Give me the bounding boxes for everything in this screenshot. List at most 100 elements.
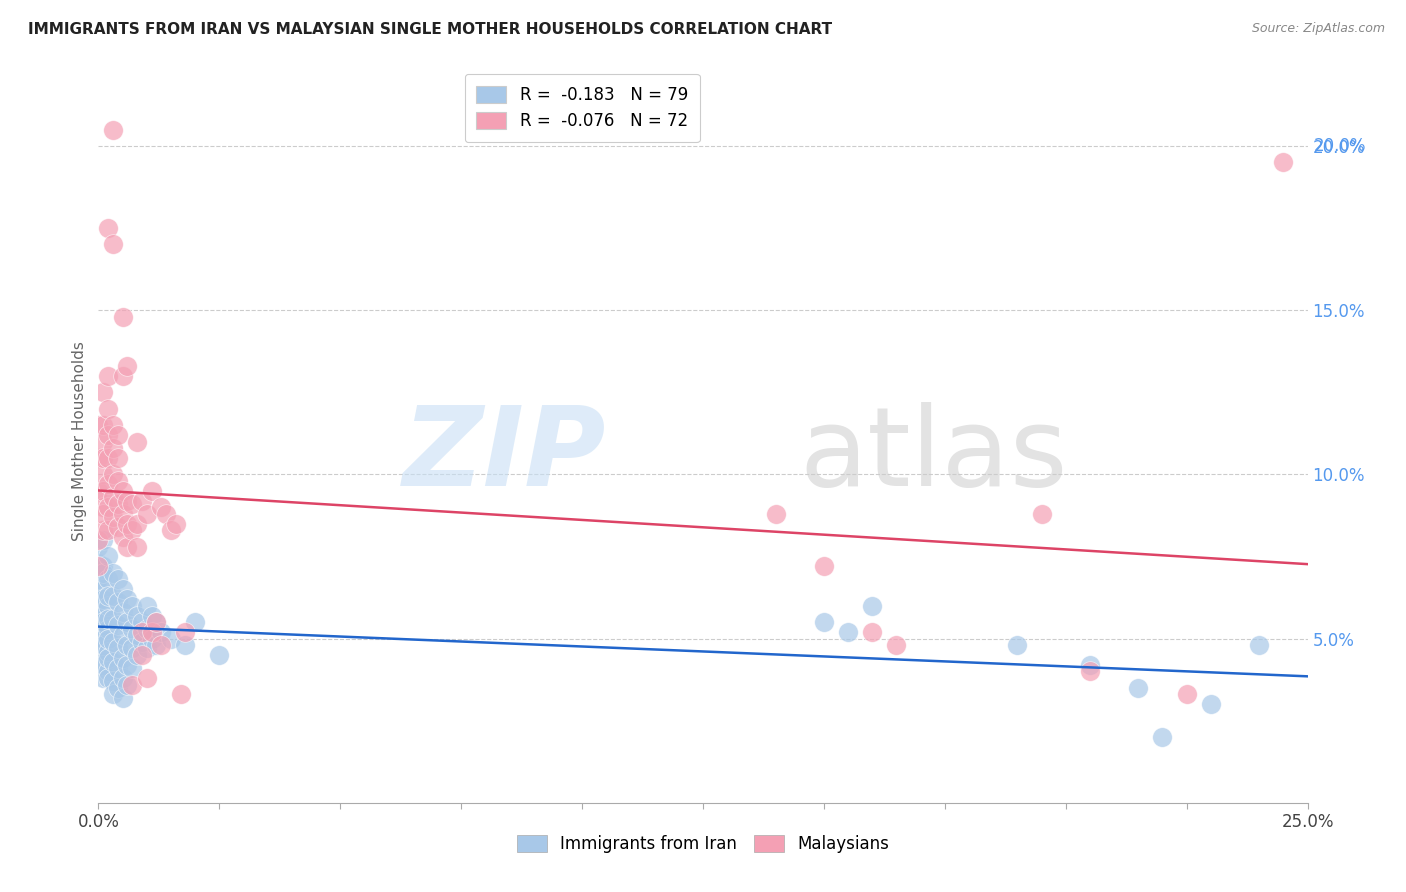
Point [121, 641, 143, 656]
Point [91, 418, 114, 433]
Y-axis label: Single Mother Households: Single Mother Households [72, 342, 87, 541]
Point [107, 641, 129, 656]
Point [91, 483, 114, 498]
Point [111, 310, 134, 324]
Point [117, 359, 139, 373]
Point [145, 615, 167, 630]
Point [97, 549, 120, 564]
Point [886, 638, 908, 652]
Point [141, 632, 163, 646]
Point [87, 418, 110, 433]
Point [97, 477, 120, 491]
Point [860, 625, 883, 640]
Point [169, 687, 191, 701]
Point [111, 671, 134, 685]
Point [91, 500, 114, 515]
Point [1128, 681, 1150, 695]
Point [107, 681, 129, 695]
Point [131, 635, 153, 649]
Point [121, 523, 143, 537]
Point [107, 573, 129, 587]
Point [127, 608, 149, 623]
Point [131, 625, 153, 640]
Point [141, 483, 163, 498]
Point [87, 615, 110, 630]
Point [97, 573, 120, 587]
Point [97, 632, 120, 646]
Point [135, 507, 157, 521]
Point [107, 428, 129, 442]
Point [101, 566, 124, 580]
Point [813, 559, 835, 574]
Point [837, 625, 859, 640]
Point [121, 497, 143, 511]
Point [97, 671, 120, 685]
Point [111, 628, 134, 642]
Point [91, 582, 114, 597]
Point [111, 582, 134, 597]
Point [87, 533, 110, 547]
Point [135, 641, 157, 656]
Point [145, 615, 167, 630]
Point [97, 622, 120, 636]
Point [107, 497, 129, 511]
Point [117, 592, 139, 607]
Point [97, 665, 120, 679]
Point [208, 648, 231, 662]
Point [1007, 638, 1029, 652]
Point [111, 690, 134, 705]
Point [765, 507, 787, 521]
Point [111, 605, 134, 619]
Point [101, 635, 124, 649]
Point [184, 615, 207, 630]
Legend: Immigrants from Iran, Malaysians: Immigrants from Iran, Malaysians [510, 828, 896, 860]
Point [91, 632, 114, 646]
Text: IMMIGRANTS FROM IRAN VS MALAYSIAN SINGLE MOTHER HOUSEHOLDS CORRELATION CHART: IMMIGRANTS FROM IRAN VS MALAYSIAN SINGLE… [28, 22, 832, 37]
Point [97, 368, 120, 383]
Point [174, 625, 197, 640]
Point [135, 671, 157, 685]
Point [117, 677, 139, 691]
Point [117, 516, 139, 531]
Point [131, 493, 153, 508]
Point [131, 615, 153, 630]
Point [101, 687, 124, 701]
Point [1078, 665, 1101, 679]
Point [121, 599, 143, 613]
Point [117, 657, 139, 672]
Point [111, 507, 134, 521]
Point [97, 221, 120, 235]
Point [87, 599, 110, 613]
Point [97, 651, 120, 665]
Point [117, 540, 139, 554]
Point [150, 625, 173, 640]
Point [91, 605, 114, 619]
Point [91, 592, 114, 607]
Point [91, 671, 114, 685]
Point [160, 632, 183, 646]
Point [121, 622, 143, 636]
Point [131, 648, 153, 662]
Point [87, 540, 110, 554]
Point [101, 467, 124, 482]
Point [101, 491, 124, 505]
Text: atlas: atlas [800, 402, 1069, 509]
Point [107, 661, 129, 675]
Point [87, 559, 110, 574]
Point [97, 645, 120, 659]
Text: 20.0%: 20.0% [1313, 137, 1367, 155]
Point [117, 638, 139, 652]
Point [91, 507, 114, 521]
Point [111, 651, 134, 665]
Point [150, 638, 173, 652]
Point [127, 628, 149, 642]
Point [107, 520, 129, 534]
Point [107, 595, 129, 609]
Point [145, 638, 167, 652]
Point [97, 401, 120, 416]
Point [97, 612, 120, 626]
Point [135, 599, 157, 613]
Point [97, 500, 120, 515]
Text: Source: ZipAtlas.com: Source: ZipAtlas.com [1251, 22, 1385, 36]
Point [87, 556, 110, 570]
